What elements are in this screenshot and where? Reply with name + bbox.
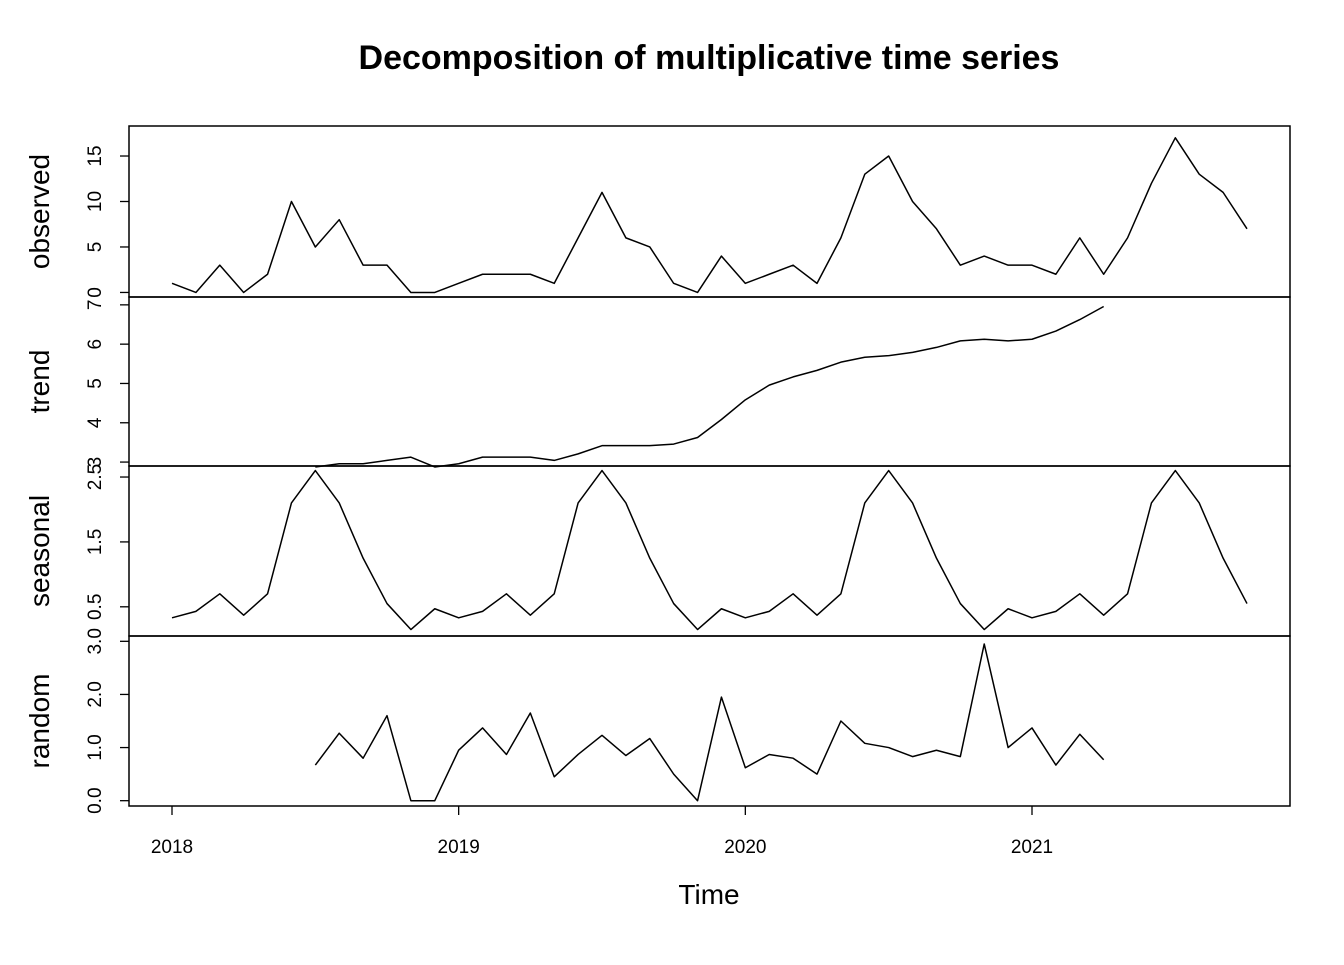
- y-tick-label-observed-3: 15: [85, 145, 106, 166]
- panel-frame-seasonal: [128, 465, 1291, 637]
- panel-random: 0.0 1.0 2.0 3.0 random: [24, 628, 1291, 814]
- x-tick-label-0: 2018: [151, 837, 193, 858]
- y-tick-label-trend-2: 5: [85, 378, 106, 389]
- panel-seasonal: 0.5 1.5 2.5 seasonal: [24, 464, 1291, 637]
- chart-title: Decomposition of multiplicative time ser…: [359, 39, 1060, 77]
- y-tick-label-trend-1: 4: [85, 417, 106, 428]
- panel-trend: 3 4 5 6 7 trend: [24, 296, 1291, 468]
- x-tick-label-1: 2019: [438, 837, 480, 858]
- x-axis: 2018 2019 2020 2021: [151, 806, 1053, 858]
- y-tick-label-seasonal-1: 1.5: [85, 529, 106, 555]
- y-tick-label-random-1: 1.0: [85, 734, 106, 760]
- y-tick-label-observed-1: 5: [85, 242, 106, 253]
- y-tick-label-trend-3: 6: [85, 339, 106, 350]
- panel-observed: 0 5 10 15 observed: [24, 125, 1291, 298]
- series-line-random: [314, 643, 1105, 802]
- panel-frame-observed: [128, 125, 1291, 298]
- panel-label-random: random: [24, 674, 55, 769]
- panels-layer: 0 5 10 15 observed 3 4 5 6 7 trend 0.5 1.5 2.5 seasona…: [24, 125, 1291, 814]
- y-tick-label-observed-0: 0: [85, 287, 106, 298]
- panel-frame-random: [128, 635, 1291, 807]
- y-tick-label-seasonal-2: 2.5: [85, 464, 106, 490]
- panel-label-trend: trend: [24, 350, 55, 414]
- x-axis-label: Time: [678, 879, 739, 910]
- y-tick-label-random-2: 2.0: [85, 681, 106, 707]
- series-line-observed: [171, 137, 1248, 294]
- y-tick-label-random-0: 0.0: [85, 787, 106, 813]
- series-line-trend: [315, 305, 1105, 468]
- x-tick-label-2: 2020: [724, 837, 766, 858]
- x-tick-label-3: 2021: [1011, 837, 1053, 858]
- y-tick-label-trend-4: 7: [85, 300, 106, 311]
- panel-label-seasonal: seasonal: [24, 495, 55, 607]
- panel-label-observed: observed: [24, 154, 55, 269]
- y-tick-label-random-3: 3.0: [85, 628, 106, 654]
- y-tick-label-observed-2: 10: [85, 191, 106, 212]
- series-line-seasonal: [171, 469, 1248, 631]
- y-tick-label-trend-0: 3: [85, 457, 106, 468]
- y-tick-label-seasonal-0: 0.5: [85, 594, 106, 620]
- panel-frame-trend: [128, 296, 1291, 467]
